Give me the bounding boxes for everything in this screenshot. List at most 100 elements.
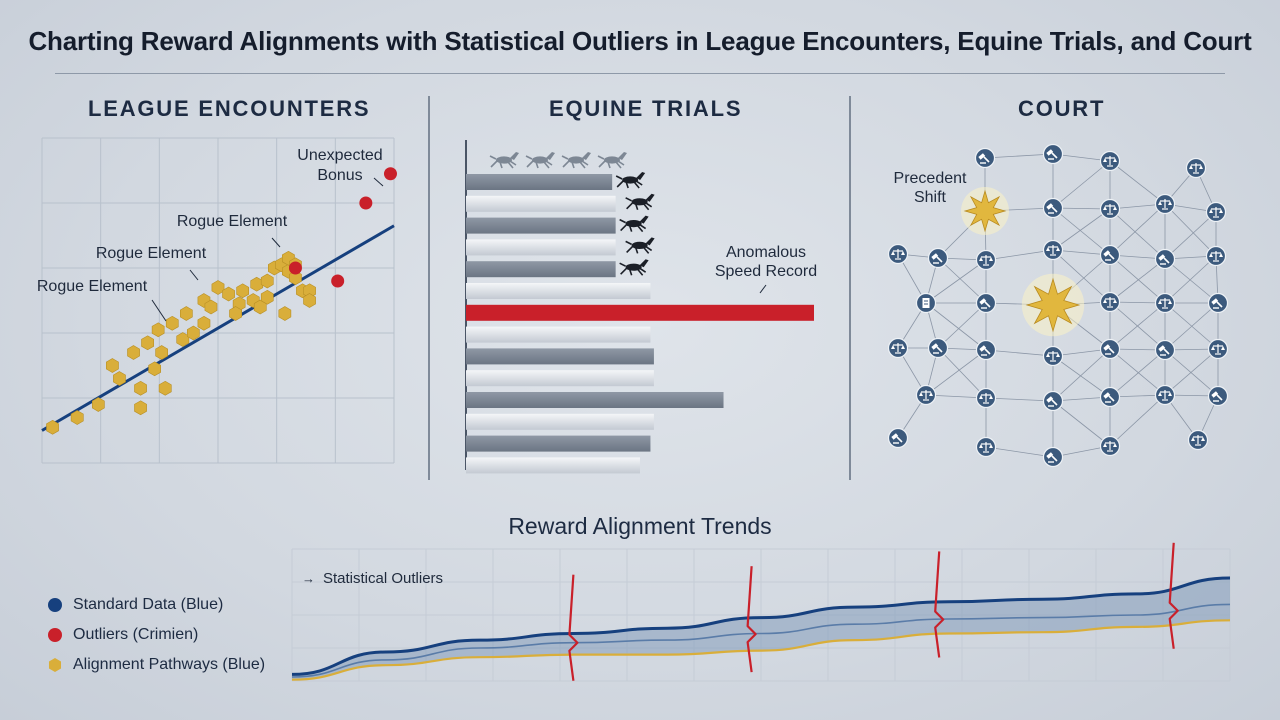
gavel-handle <box>1108 347 1115 354</box>
scales-pans <box>1211 346 1225 350</box>
circle-icon <box>48 628 62 642</box>
scales-icon <box>915 384 937 406</box>
equine-bar-chart: Anomalous Speed Record <box>465 140 817 474</box>
network-edge <box>985 446 1054 458</box>
star-icon <box>961 187 1009 235</box>
annotation-arrow <box>151 299 167 322</box>
horse-body <box>631 198 648 206</box>
alignment-point <box>113 371 126 386</box>
bar <box>466 413 654 430</box>
network-edge <box>1109 258 1166 303</box>
gavel-icon <box>1099 338 1121 360</box>
gavel-icon <box>1207 385 1229 407</box>
gavel-handle <box>1051 399 1058 406</box>
horse-icon <box>625 237 655 254</box>
bar <box>466 217 616 234</box>
network-edge <box>985 249 1054 261</box>
scales-pans <box>1103 443 1117 447</box>
outlier-point <box>331 274 345 288</box>
network-edge <box>1109 254 1166 304</box>
bar <box>466 261 616 278</box>
alignment-band <box>292 578 1230 680</box>
network-edge <box>1164 349 1219 397</box>
gavel-head <box>979 345 987 352</box>
legend-label: Alignment Pathways (Blue) <box>73 656 266 673</box>
panel-divider-left <box>428 96 430 480</box>
gavel-head <box>1046 396 1054 403</box>
scales-pans <box>979 395 993 399</box>
scales-icon <box>887 243 909 265</box>
gavel-icon <box>975 339 997 361</box>
network-edge <box>937 257 987 304</box>
horse-tail <box>619 218 626 224</box>
network-edge <box>984 153 1054 159</box>
network-edge <box>937 302 987 349</box>
scales-pans <box>1103 299 1117 303</box>
gavel-handle <box>984 348 991 355</box>
scales-icon <box>1205 245 1227 267</box>
hexagon-icon <box>48 658 62 672</box>
alignment-point <box>236 283 249 299</box>
bar <box>466 283 651 299</box>
horse-icon <box>625 193 655 211</box>
bar <box>466 370 654 387</box>
horse-tail <box>525 155 533 160</box>
scales-icon <box>1042 345 1064 367</box>
legend-label: Outliers (Crimien) <box>73 626 199 643</box>
annotation-arrow <box>189 269 199 281</box>
gavel-handle <box>1108 395 1115 402</box>
scales-pans <box>1103 206 1117 210</box>
horse-icon <box>615 172 646 189</box>
scales-icon <box>1099 198 1121 220</box>
horse-tail <box>561 155 569 160</box>
scales-icon <box>975 387 997 409</box>
court-panel-title: COURT <box>1018 96 1106 121</box>
horse-legs <box>598 160 625 169</box>
outlier-point <box>383 167 397 181</box>
network-edge <box>985 397 1054 402</box>
arrow-icon: → <box>302 571 315 586</box>
document-sheet <box>922 298 930 308</box>
outlier-spike <box>568 574 579 681</box>
bar <box>466 457 640 474</box>
trend-area-chart: → Statistical Outliers <box>291 542 1231 682</box>
alignment-point <box>222 286 235 302</box>
scales-pans <box>919 392 933 396</box>
network-edge <box>1109 349 1166 398</box>
scales-icon <box>1205 201 1227 223</box>
title-divider <box>55 73 1225 74</box>
scales-pans <box>1209 253 1223 257</box>
scales-pans <box>1158 201 1172 205</box>
gavel-head <box>1046 452 1054 459</box>
horse-body <box>625 263 642 271</box>
gavel-head <box>1158 254 1166 261</box>
court-network-chart: Precedent Shift <box>887 143 1229 468</box>
alignment-point <box>303 293 316 308</box>
network-edge <box>937 347 987 399</box>
alignment-point <box>165 315 179 331</box>
alignment-point <box>278 306 292 321</box>
network-edge <box>1052 207 1111 256</box>
scales-icon <box>1099 435 1121 457</box>
bar <box>466 348 654 365</box>
annotation-arrow <box>759 284 767 294</box>
horse-head <box>636 172 646 180</box>
gavel-handle <box>1051 455 1058 462</box>
scales-icon <box>1187 429 1209 451</box>
scales-icon <box>975 436 997 458</box>
network-edge <box>1164 348 1219 396</box>
network-edge <box>1164 302 1219 351</box>
scales-pans <box>1103 158 1117 162</box>
bar <box>466 392 724 408</box>
gavel-icon <box>1154 248 1176 270</box>
network-edge <box>1164 211 1217 260</box>
gavel-head <box>1211 298 1219 305</box>
alignment-point <box>155 345 168 360</box>
horse-icon <box>489 152 519 169</box>
horse-head <box>639 259 649 268</box>
alignment-point <box>260 273 274 289</box>
scales-pans <box>979 257 993 261</box>
horse-body <box>622 176 639 184</box>
alignment-point <box>70 410 84 425</box>
scales-pans <box>1191 437 1205 441</box>
